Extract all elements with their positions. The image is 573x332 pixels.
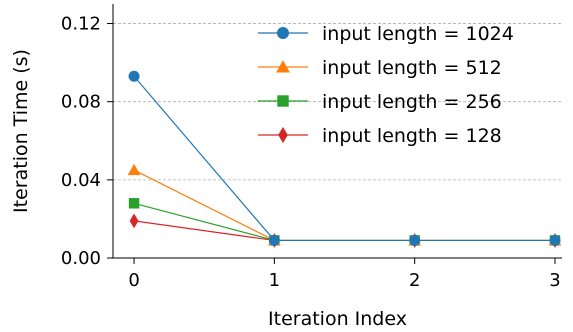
legend-marker [278, 126, 288, 144]
series-1 [127, 163, 562, 246]
y-tick-label: 0.12 [61, 14, 101, 35]
x-tick-label: 3 [549, 270, 560, 291]
data-point [549, 234, 561, 246]
y-axis-title: Iteration Time (s) [10, 49, 32, 213]
legend-entry-1: input length = 512 [258, 57, 502, 79]
series-line [133, 220, 555, 242]
data-point [409, 234, 421, 246]
data-point [268, 234, 280, 246]
data-point [129, 213, 139, 229]
series-line [133, 202, 555, 242]
data-point [128, 70, 140, 82]
legend-label: input length = 256 [322, 91, 502, 113]
legend-entry-3: input length = 128 [258, 125, 502, 147]
legend-marker [276, 60, 290, 73]
x-tick-label: 2 [409, 270, 420, 291]
legend-entry-0: input length = 1024 [258, 23, 514, 45]
legend-label: input length = 1024 [322, 23, 514, 45]
axes: 0.00 0.04 0.08 0.12 0 1 2 3 Iteration Index Itera… [10, 4, 562, 330]
series-2 [128, 198, 561, 246]
y-tick-label: 0.04 [61, 170, 101, 191]
series-line [133, 75, 555, 242]
x-tick-label: 0 [128, 270, 139, 291]
y-tick-label: 0.00 [61, 248, 101, 269]
legend-label: input length = 512 [322, 57, 502, 79]
legend: input length = 1024 input length = 512 inp… [258, 23, 514, 147]
data-point [128, 198, 140, 209]
x-axis-title: Iteration Index [268, 308, 407, 330]
legend-entry-2: input length = 256 [258, 91, 502, 113]
x-tick-label: 1 [269, 270, 280, 291]
data-point [127, 163, 141, 176]
legend-marker [277, 95, 289, 107]
series-0 [128, 70, 561, 246]
y-tick-label: 0.08 [61, 92, 101, 113]
legend-marker [277, 27, 289, 39]
legend-label: input length = 128 [322, 125, 502, 147]
series-group [127, 70, 562, 248]
